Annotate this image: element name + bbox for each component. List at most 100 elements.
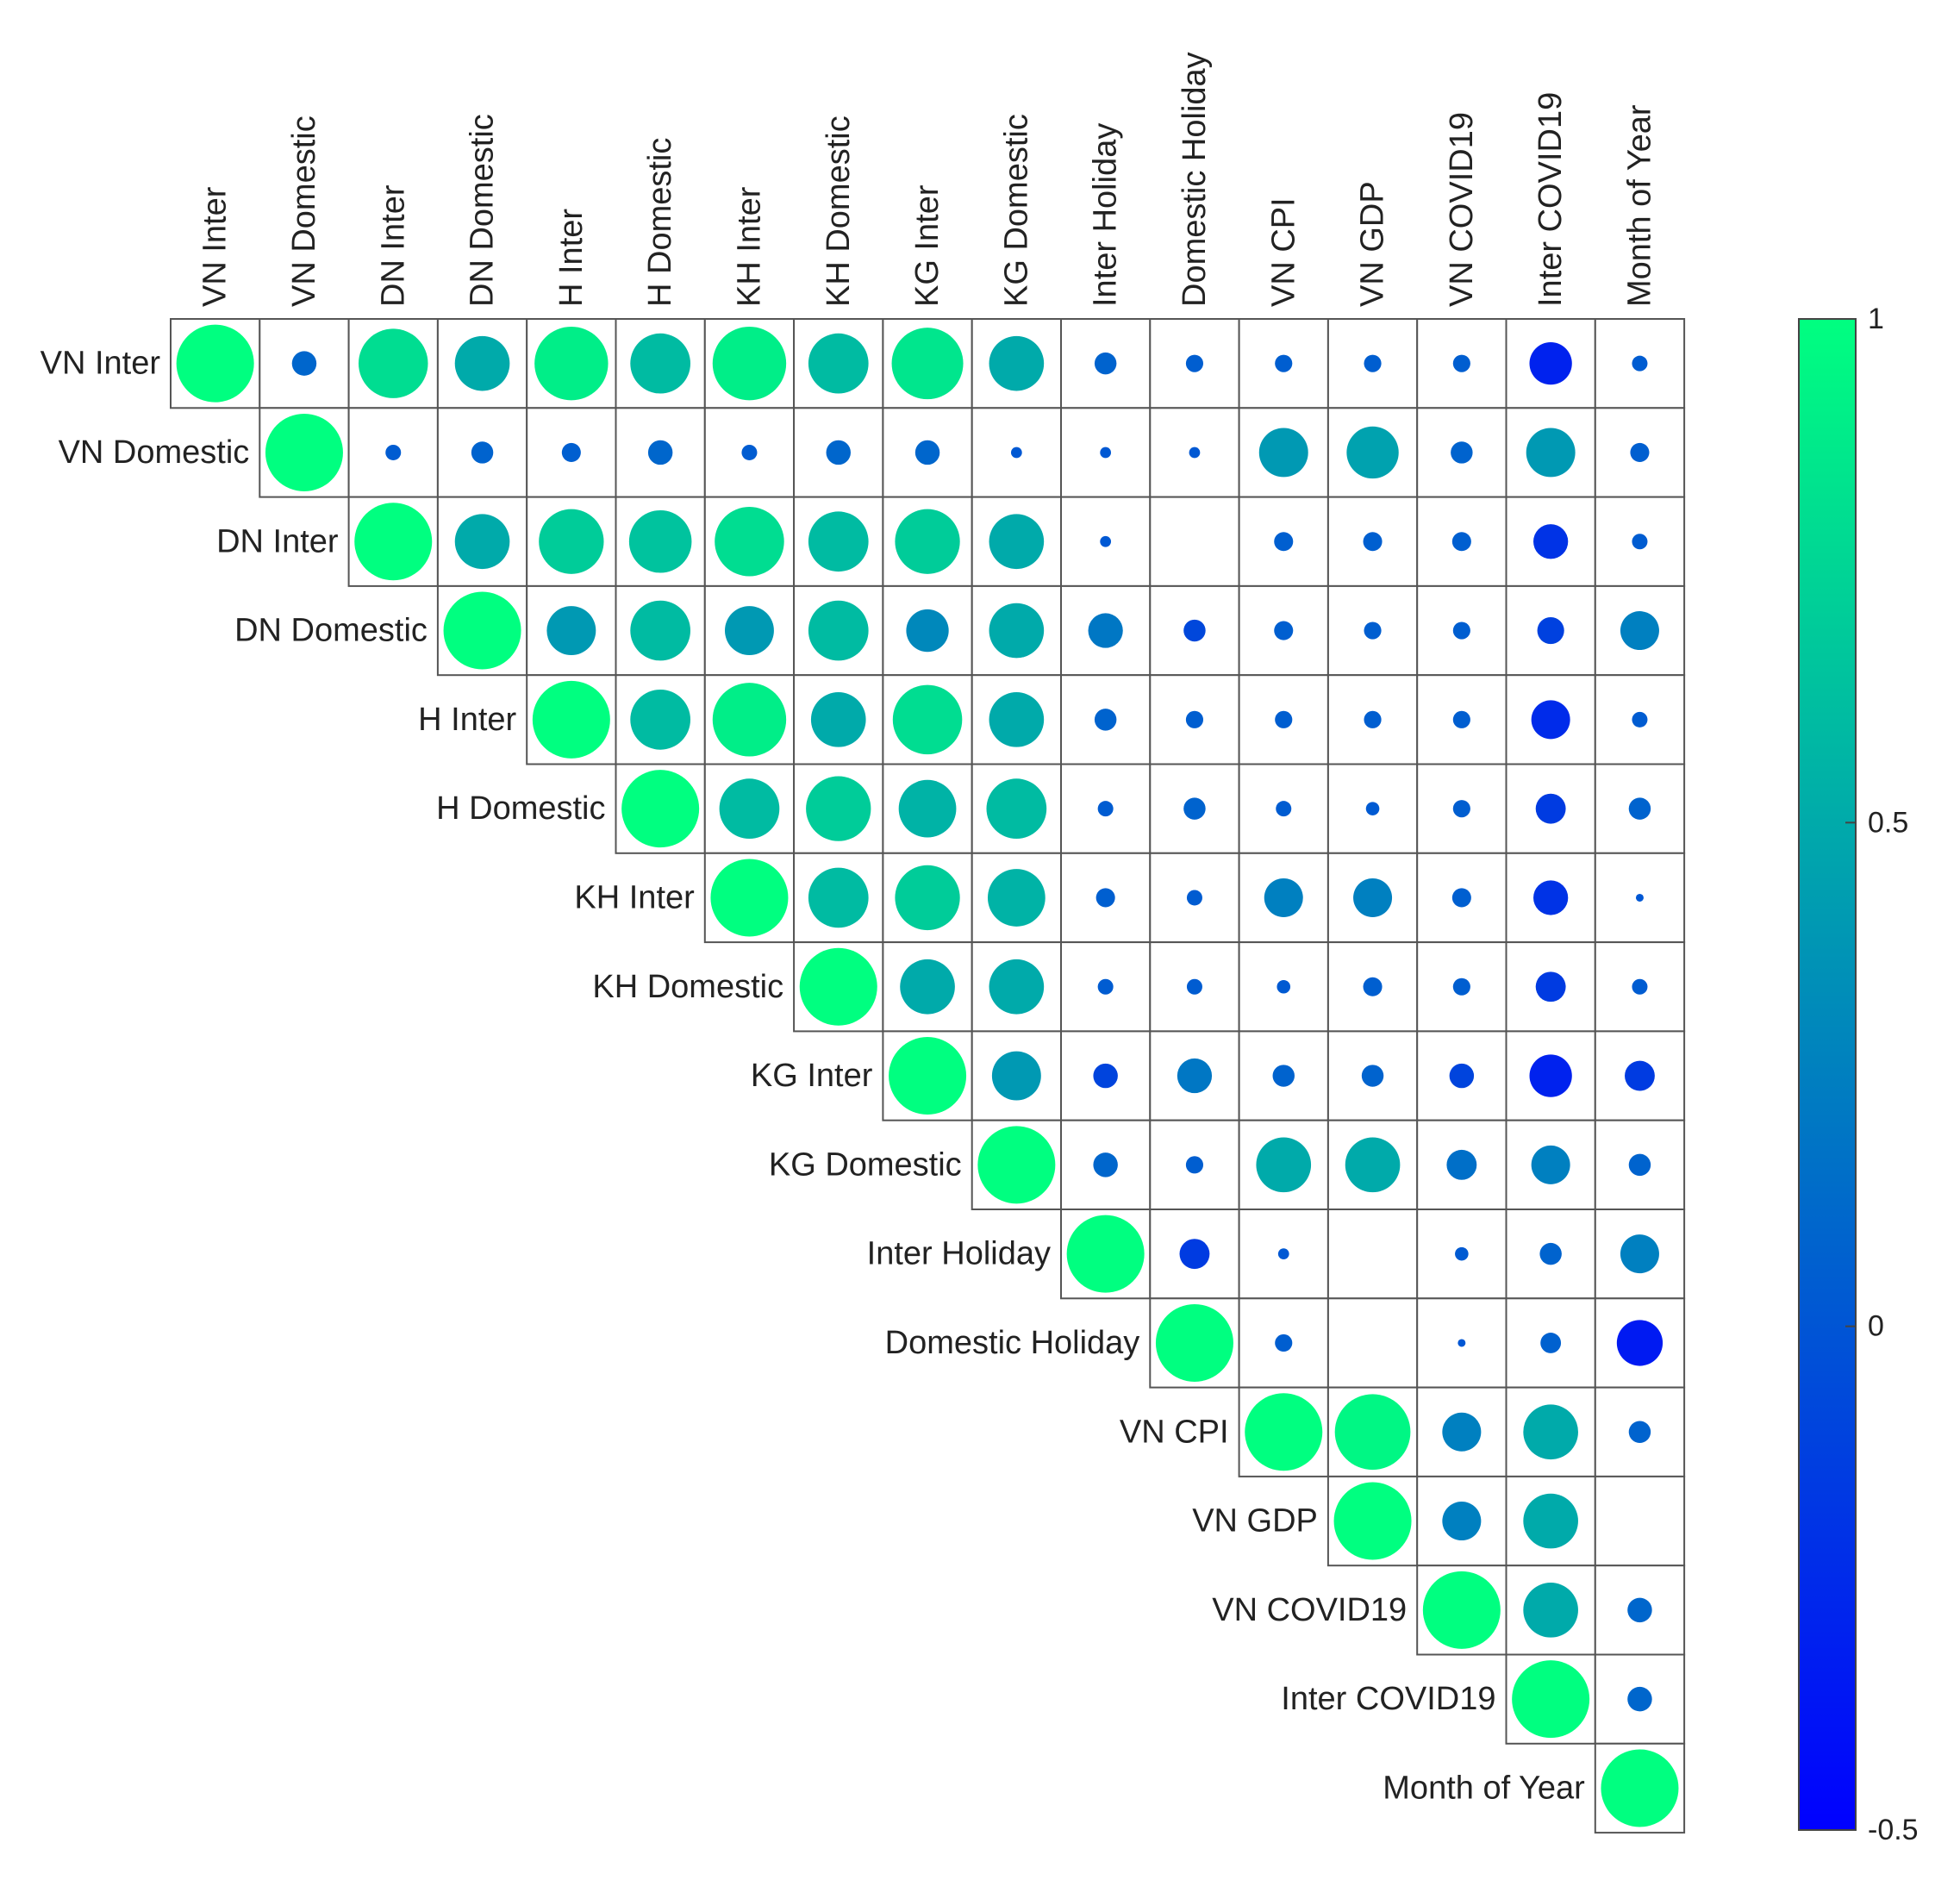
correlation-circle (1442, 1412, 1482, 1452)
correlation-circle (1179, 1239, 1210, 1270)
correlation-circle (1186, 978, 1202, 995)
correlation-circle (1333, 1482, 1412, 1560)
correlation-circle (1345, 1137, 1401, 1193)
correlation-circle (1451, 532, 1471, 552)
correlation-circle (534, 326, 609, 401)
correlation-circle (1363, 977, 1383, 996)
correlation-circle (989, 514, 1045, 570)
correlation-circle (1185, 354, 1204, 372)
column-label: Domestic Holiday (1177, 52, 1213, 307)
matrix-cell (615, 407, 706, 498)
correlation-circle (1274, 621, 1294, 640)
correlation-circle (808, 867, 869, 928)
column-label: VN CPI (1265, 197, 1301, 307)
correlation-circle (1632, 534, 1648, 550)
correlation-circle (621, 770, 700, 848)
column-labels: VN Inter VN Domestic DN Inter DN Domestic H … (197, 52, 1658, 307)
correlation-circle (546, 606, 596, 656)
matrix-cell (1326, 1209, 1419, 1300)
correlation-circle (630, 689, 691, 750)
row-label: Month of Year (1383, 1770, 1585, 1806)
correlation-circle (630, 600, 691, 661)
correlation-circle (806, 776, 871, 841)
row-label: DN Domestic (234, 613, 428, 649)
matrix-cell (1326, 1297, 1419, 1389)
correlation-circle (1451, 441, 1473, 464)
correlation-circle (895, 865, 960, 931)
correlation-circle (1364, 710, 1382, 728)
correlation-circle (1422, 1571, 1501, 1649)
correlation-circle (1097, 978, 1114, 995)
correlation-circle (799, 947, 877, 1026)
correlation-circle (1632, 711, 1648, 728)
correlation-circle (1364, 621, 1382, 640)
correlation-circle (561, 442, 581, 462)
column-label: KG Domestic (998, 114, 1034, 307)
row-label: KH Domestic (592, 969, 783, 1005)
correlation-circle (1523, 1583, 1578, 1638)
correlation-circle (1535, 971, 1566, 1002)
correlation-circle (1632, 978, 1648, 995)
correlation-circle (1363, 532, 1383, 552)
correlation-circle (989, 959, 1045, 1015)
column-label: KG Inter (909, 184, 946, 307)
correlation-circle (1093, 1152, 1118, 1177)
correlation-circle (1533, 880, 1569, 915)
correlation-circle (1275, 710, 1293, 728)
correlation-circle (1094, 352, 1117, 375)
correlation-circle (176, 324, 254, 403)
column-label: VN GDP (1355, 181, 1391, 307)
correlation-circle (808, 511, 869, 572)
row-labels: VN Inter VN Domestic DN Inter DN Domestic H … (41, 346, 1586, 1807)
correlation-circle (808, 600, 869, 661)
correlation-circle (1364, 354, 1382, 372)
colorbar-gradient (1798, 318, 1857, 1831)
correlation-circle (914, 440, 940, 465)
column-label: KH Domestic (821, 116, 857, 307)
correlation-circle (1628, 1421, 1651, 1443)
correlation-circle (1523, 1404, 1578, 1460)
correlation-circle (1635, 893, 1644, 902)
correlation-circle (892, 684, 963, 755)
matrix-cell (1594, 1119, 1686, 1210)
row-label: DN Inter (216, 523, 339, 559)
correlation-circle (1451, 888, 1471, 908)
row-label: Domestic Holiday (885, 1325, 1140, 1361)
correlation-circle (987, 869, 1046, 927)
correlation-circle (1531, 1145, 1570, 1184)
correlation-circle (1093, 1063, 1118, 1089)
column-label: DN Domestic (465, 114, 501, 307)
column-label: H Inter (553, 209, 590, 307)
column-label: VN Inter (197, 186, 234, 307)
row-label: Inter COVID19 (1281, 1681, 1495, 1717)
correlation-circle (1353, 878, 1393, 917)
matrix-cell (1149, 496, 1240, 587)
correlation-circle (1275, 1333, 1293, 1352)
correlation-circle (1452, 977, 1470, 996)
correlation-circle (1010, 447, 1022, 459)
correlation-circle (989, 335, 1045, 391)
correlation-circle (1531, 700, 1570, 740)
row-label: KG Inter (751, 1058, 873, 1094)
column-label: Month of Year (1621, 104, 1657, 307)
column-label: VN Domestic (286, 116, 322, 307)
correlation-circle (1097, 801, 1114, 817)
correlation-circle (1066, 1215, 1145, 1293)
correlation-circle (889, 1037, 967, 1115)
correlation-circle (1088, 613, 1123, 648)
correlation-circle (1537, 616, 1564, 645)
correlation-circle (989, 692, 1045, 747)
correlation-circle (895, 509, 960, 574)
row-label: VN Domestic (59, 434, 250, 471)
correlation-circle (454, 514, 510, 570)
correlation-circle (898, 779, 957, 838)
correlation-circle (986, 778, 1047, 840)
correlation-circle (1632, 355, 1648, 372)
correlation-circle (1616, 1320, 1664, 1366)
matrix-cell (1326, 318, 1419, 409)
correlation-circle (710, 859, 789, 937)
correlation-circle (1627, 1597, 1652, 1623)
correlation-circle (1274, 532, 1294, 552)
correlation-circle (1601, 1749, 1679, 1827)
